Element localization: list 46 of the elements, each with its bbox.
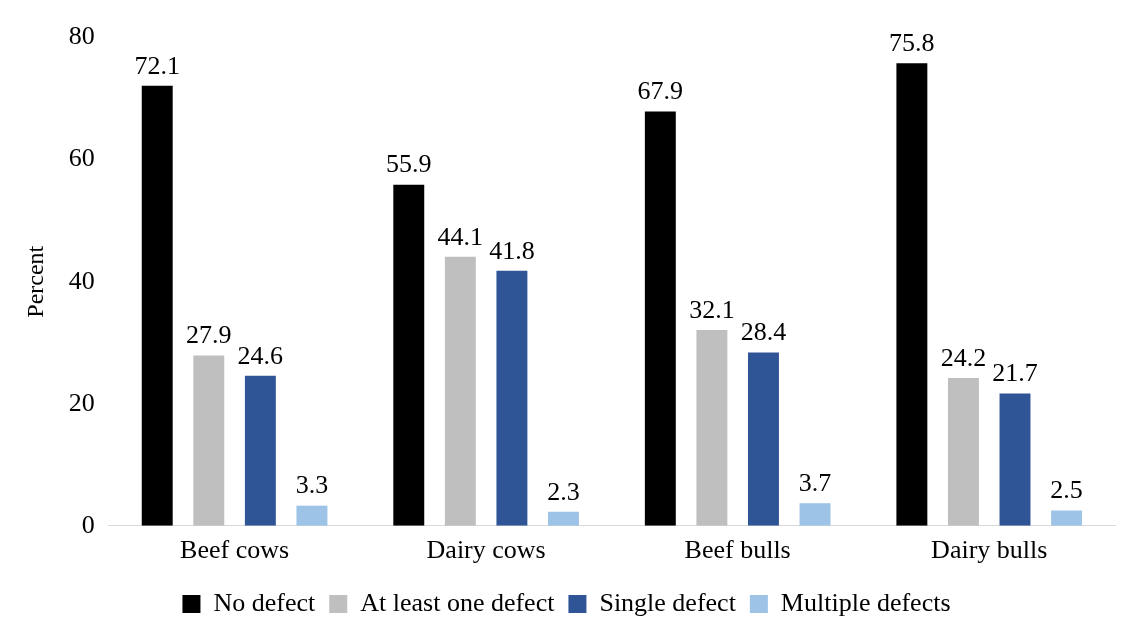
x-tick-label: Beef bulls [684,535,791,565]
data-label: 41.8 [489,235,535,265]
legend-label: At least one defect [360,587,556,617]
data-label: 67.9 [637,76,684,106]
data-label: 75.8 [889,28,935,58]
data-label: 3.7 [798,468,832,498]
legend-label: Single defect [599,587,737,617]
legend-label: Multiple defects [780,587,951,617]
bar [696,329,728,526]
bar [548,511,579,526]
bar [999,393,1031,526]
data-label: 2.3 [547,476,580,506]
x-tick-label: Dairy cows [426,535,546,565]
data-label: 24.2 [940,342,987,372]
y-tick-label: 80 [68,21,95,51]
bar [799,503,831,526]
bar [896,63,928,526]
bar [141,85,173,526]
legend-label: No defect [213,587,317,617]
data-label: 32.1 [689,294,735,324]
x-tick-label: Beef cows [180,535,290,565]
bar [496,270,528,526]
bar [244,375,276,526]
bar [193,355,225,526]
data-label: 21.7 [992,358,1038,388]
data-label: 3.3 [295,470,329,500]
y-tick-label: 40 [68,265,95,295]
data-label: 27.9 [186,320,232,350]
y-tick-label: 0 [81,509,95,539]
data-label: 72.1 [134,50,180,80]
bar [444,256,476,526]
data-label: 28.4 [740,317,787,347]
bar [947,378,979,526]
data-label: 24.6 [237,340,284,370]
bar [393,184,425,526]
x-tick-label: Dairy bulls [931,535,1048,565]
data-label: 55.9 [386,149,432,179]
bar [747,352,779,526]
data-label: 44.1 [437,221,484,251]
y-tick-label: 60 [68,143,95,173]
y-tick-label: 20 [68,387,95,417]
data-label: 2.5 [1050,475,1083,505]
y-axis-title: Percent [21,245,48,318]
bar [1051,510,1083,526]
bar [644,111,676,526]
bar [296,505,328,526]
